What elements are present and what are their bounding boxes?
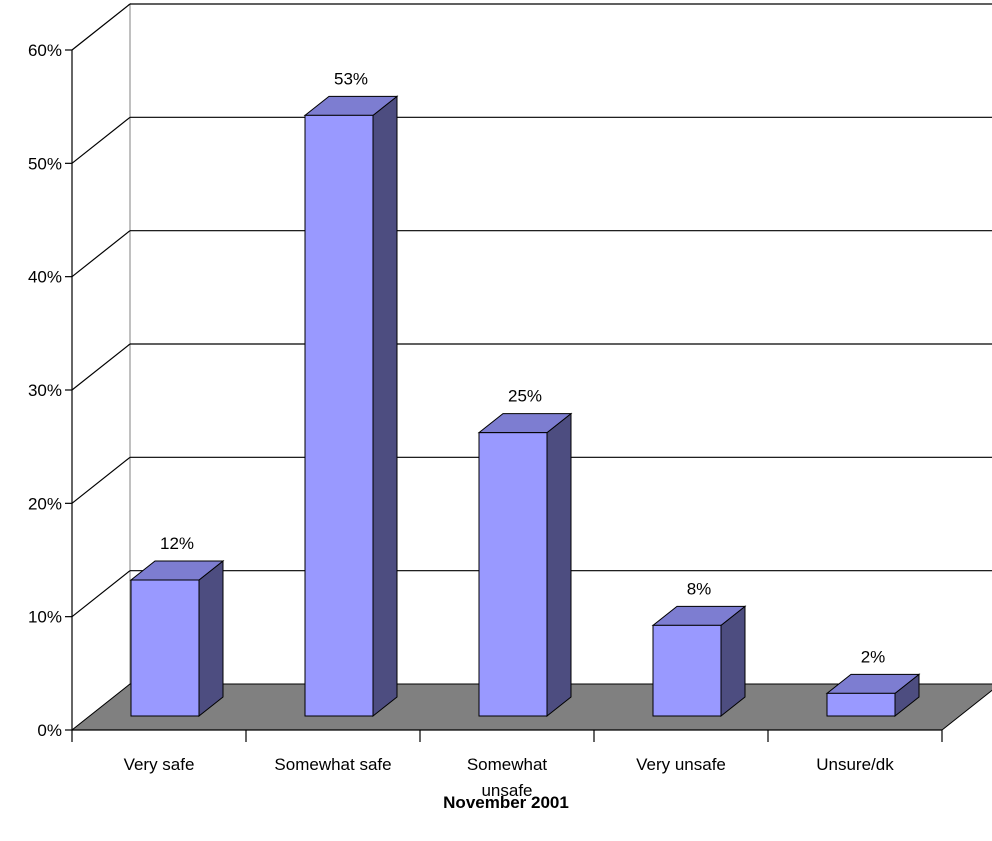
gridlines xyxy=(71,3,992,618)
y-tick-label: 60% xyxy=(28,41,62,60)
y-tick-label: 50% xyxy=(28,154,62,173)
x-tick-label: Very unsafe xyxy=(636,755,726,774)
axes xyxy=(65,49,943,742)
y-tick-label: 0% xyxy=(37,721,62,740)
y-tick-label: 40% xyxy=(28,268,62,287)
gridline-side xyxy=(71,343,131,391)
gridline-side xyxy=(71,116,131,164)
y-tick-label: 10% xyxy=(28,608,62,627)
gridline-side xyxy=(71,570,131,618)
x-axis-title: November 2001 xyxy=(443,793,569,812)
bar-side xyxy=(198,559,224,718)
bar-side xyxy=(546,412,572,718)
data-label: 25% xyxy=(508,387,542,406)
gridline-side xyxy=(71,3,131,51)
x-tick-label: Unsure/dk xyxy=(816,755,894,774)
bar xyxy=(825,673,921,718)
data-label: 12% xyxy=(160,534,194,553)
bar xyxy=(303,95,399,718)
data-label: 8% xyxy=(687,579,712,598)
gridline-side xyxy=(71,456,131,504)
bar-front xyxy=(826,692,896,717)
bar-front xyxy=(130,579,200,717)
bar-front xyxy=(652,624,722,717)
bar-front xyxy=(478,432,548,717)
bar xyxy=(129,559,225,718)
y-tick-label: 30% xyxy=(28,381,62,400)
bars xyxy=(129,95,921,718)
bar xyxy=(651,605,747,718)
bar-front xyxy=(304,114,374,717)
bar-side xyxy=(372,95,398,718)
data-label: 2% xyxy=(861,647,886,666)
x-tick-label: Very safe xyxy=(124,755,195,774)
x-tick-label: Somewhat safe xyxy=(274,755,391,774)
labels: 0% 10% 20% 30% 40% 50% 60% 12% 53% 25% 8% 2% Very sa… xyxy=(28,41,894,800)
x-tick-label: Somewhat unsafe xyxy=(467,755,548,800)
y-tick-label: 20% xyxy=(28,494,62,513)
gridline-side xyxy=(71,230,131,278)
data-label: 53% xyxy=(334,69,368,88)
bar xyxy=(477,412,573,718)
